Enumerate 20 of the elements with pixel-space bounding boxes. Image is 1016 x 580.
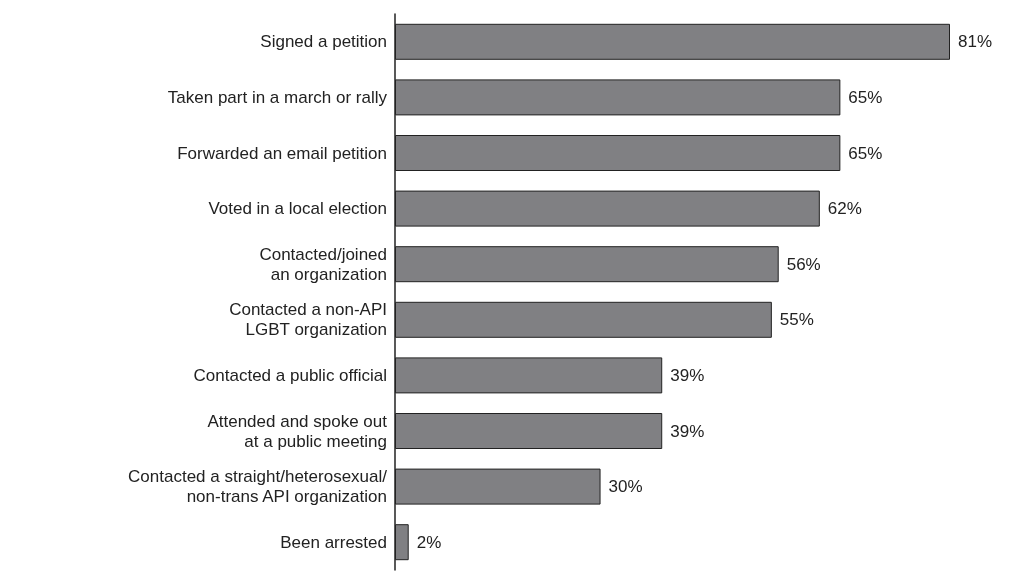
data-label: 30% — [608, 477, 643, 497]
data-label: 39% — [670, 421, 705, 441]
y-tick-label: Attended and spoke out at a public meeting — [207, 411, 388, 451]
data-label: 81% — [958, 32, 993, 52]
y-tick-label: Contacted/joined an organization — [259, 244, 387, 284]
data-label: 56% — [786, 254, 821, 274]
y-tick-label: Contacted a non-API LGBT organization — [229, 300, 387, 340]
y-tick-label: Been arrested — [280, 532, 387, 552]
data-label: 2% — [416, 532, 442, 552]
data-label: 65% — [848, 87, 883, 107]
y-tick-label: Contacted a public official — [193, 365, 387, 385]
y-tick-label: Signed a petition — [260, 32, 387, 52]
data-label: 62% — [827, 199, 862, 219]
y-tick-label: Voted in a local election — [208, 199, 387, 219]
y-tick-label: Taken part in a march or rally — [167, 87, 388, 107]
data-label: 39% — [670, 365, 705, 385]
y-tick-label: Contacted a straight/heterosexual/ non-trans API organization — [128, 467, 388, 507]
y-tick-label: Forwarded an email petition — [177, 143, 387, 163]
data-label: 65% — [848, 143, 883, 163]
data-label: 55% — [779, 310, 814, 330]
